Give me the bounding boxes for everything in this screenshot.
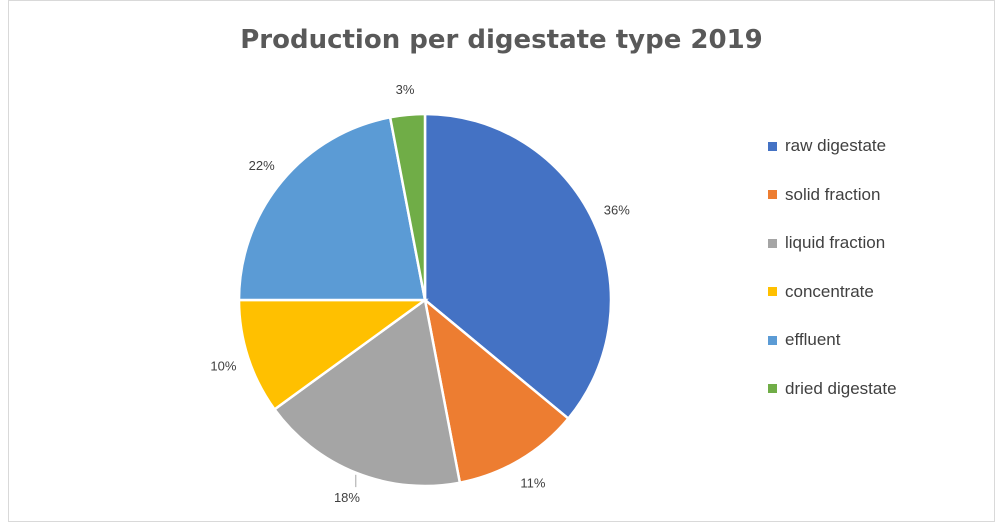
data-label-concentrate: 10% — [210, 359, 236, 374]
legend-swatch — [768, 141, 777, 151]
legend-item-effluent: effluent — [768, 328, 897, 352]
legend-label: effluent — [785, 330, 841, 350]
data-label-dried-digestate: 3% — [396, 82, 415, 97]
legend-swatch — [768, 384, 777, 394]
data-label-raw-digestate: 36% — [604, 203, 630, 218]
legend-item-dried-digestate: dried digestate — [768, 377, 897, 401]
pie-slice-raw-digestate — [423, 112, 613, 421]
pie-slice-dried-digestate — [388, 112, 427, 301]
legend-swatch — [768, 190, 777, 200]
legend-item-liquid-fraction: liquid fraction — [768, 231, 897, 255]
legend-label: dried digestate — [785, 378, 897, 398]
pie-slice-concentrate — [237, 298, 429, 412]
legend-item-solid-fraction: solid fraction — [768, 183, 897, 207]
legend-label: raw digestate — [785, 136, 887, 155]
data-label-solid-fraction: 11% — [520, 475, 545, 490]
legend-item-raw-digestate: raw digestate — [768, 134, 897, 158]
chart-title: Production per digestate type 2019 — [240, 25, 763, 55]
legend-swatch — [768, 238, 777, 248]
legend-item-concentrate: concentrate — [768, 280, 897, 304]
data-label-effluent: 22% — [249, 158, 275, 173]
pie-slice-effluent — [237, 115, 427, 302]
legend-label: solid fraction — [785, 184, 881, 204]
legend-label: liquid fraction — [785, 233, 886, 253]
pie-slice-liquid-fraction — [272, 297, 462, 488]
data-label-liquid-fraction: 18% — [334, 490, 360, 505]
pie-slice-solid-fraction — [423, 296, 571, 485]
legend-swatch — [768, 287, 777, 297]
legend: raw digestate solid fraction liquid fracti… — [768, 134, 897, 426]
legend-label: concentrate — [785, 281, 874, 301]
legend-swatch — [768, 335, 777, 345]
